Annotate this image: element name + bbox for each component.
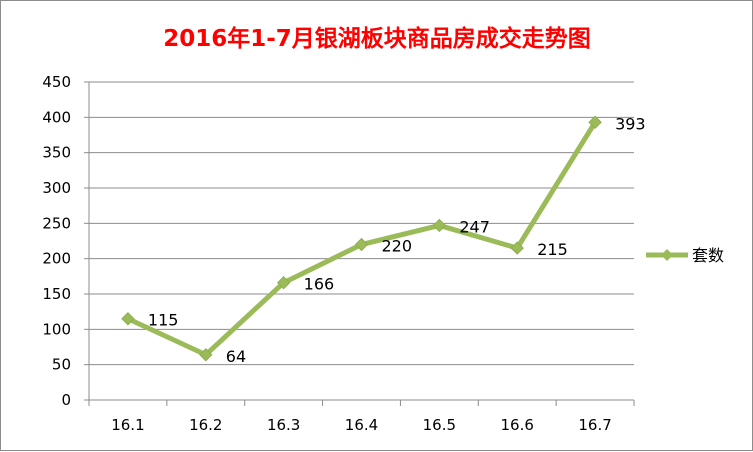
data-point-16.4 — [354, 237, 369, 252]
y-tick-label-400: 400 — [42, 108, 71, 126]
legend: 套数 — [646, 246, 724, 265]
y-tick-label-200: 200 — [42, 250, 71, 268]
data-point-16.6 — [510, 241, 524, 255]
data-point-16.5 — [432, 218, 447, 233]
data-point-16.7 — [588, 115, 602, 129]
data-label-16.7: 393 — [615, 114, 646, 133]
y-tick-label-50: 50 — [52, 356, 71, 374]
data-label-16.5: 247 — [459, 217, 490, 236]
y-tick-label-300: 300 — [42, 179, 71, 197]
x-tick-label-16.6: 16.6 — [501, 416, 534, 434]
data-point-16.2 — [199, 348, 213, 362]
y-tick-label-0: 0 — [61, 391, 71, 409]
data-label-16.6: 215 — [537, 240, 568, 259]
data-label-16.2: 64 — [226, 347, 246, 366]
gridlines — [89, 81, 634, 366]
x-tick-label-16.1: 16.1 — [111, 416, 144, 434]
x-tick-label-16.3: 16.3 — [267, 416, 300, 434]
y-tick-label-250: 250 — [42, 214, 71, 232]
y-tick-label-100: 100 — [42, 320, 71, 338]
x-tick-label-16.7: 16.7 — [578, 416, 611, 434]
data-label-16.3: 166 — [304, 275, 335, 294]
x-tick-label-16.2: 16.2 — [189, 416, 222, 434]
data-label-16.4: 220 — [382, 237, 413, 256]
y-tick-label-450: 450 — [42, 73, 71, 91]
y-tick-label-350: 350 — [42, 144, 71, 162]
data-label-16.1: 115 — [148, 311, 179, 330]
chart-title: 2016年1-7月银湖板块商品房成交走势图 — [163, 25, 591, 52]
data-point-16.1 — [121, 312, 135, 326]
data-points — [121, 115, 602, 362]
legend-label-taoshu: 套数 — [692, 246, 724, 265]
x-tick-label-16.4: 16.4 — [345, 416, 378, 434]
data-labels: 115 64 166 220 247 215 393 — [148, 114, 646, 365]
legend-diamond-marker — [661, 249, 673, 261]
data-point-16.3 — [276, 275, 291, 290]
axes — [88, 82, 634, 401]
x-tick-label-16.5: 16.5 — [423, 416, 456, 434]
y-tick-label-150: 150 — [42, 285, 71, 303]
x-axis-ticks: 16.1 16.2 16.3 16.4 16.5 16.6 16.7 — [88, 400, 635, 434]
y-axis-ticks: 0 50 100 150 200 250 300 350 400 450 — [42, 73, 89, 409]
